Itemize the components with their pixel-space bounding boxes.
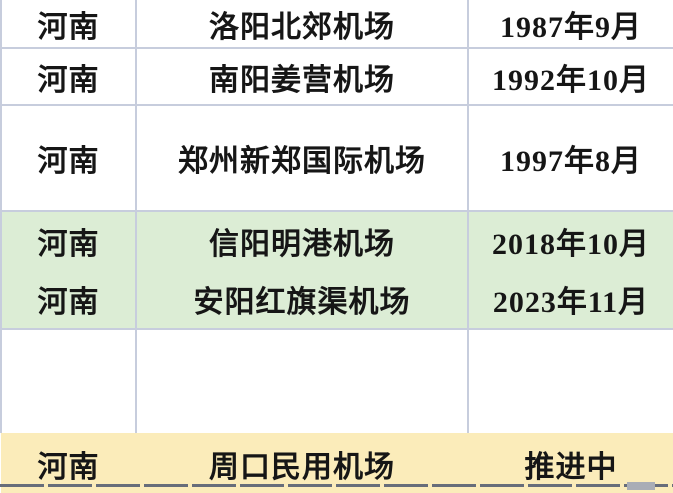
table-row: 河南 信阳明港机场 2018年10月 [0, 211, 673, 269]
airport-cell: 南阳姜营机场 [136, 48, 469, 106]
province-cell: 河南 [1, 433, 136, 493]
table-row: 河南 郑州新郑国际机场 1997年8月 [0, 105, 673, 212]
airport-cell: 郑州新郑国际机场 [136, 105, 469, 212]
bottom-gray-mark [627, 482, 655, 490]
province-cell [0, 329, 137, 433]
airport-cell: 安阳红旗渠机场 [136, 269, 469, 330]
airport-cell: 周口民用机场 [136, 433, 468, 493]
province-cell: 河南 [0, 105, 137, 212]
province-cell: 河南 [0, 48, 137, 106]
date-cell: 1997年8月 [468, 105, 673, 212]
province-cell: 河南 [0, 211, 137, 269]
table-row: 河南 洛阳北郊机场 1987年9月 [0, 0, 673, 49]
province-cell: 河南 [0, 0, 137, 49]
date-cell: 2023年11月 [468, 269, 673, 330]
table-row: 河南 安阳红旗渠机场 2023年11月 [0, 269, 673, 330]
airport-cell [136, 329, 469, 433]
date-cell: 1992年10月 [468, 48, 673, 106]
date-cell: 2018年10月 [468, 211, 673, 269]
airport-cell: 洛阳北郊机场 [136, 0, 469, 49]
province-cell: 河南 [0, 269, 137, 330]
date-cell [468, 329, 673, 433]
bottom-cut-line [0, 484, 673, 487]
date-cell: 1987年9月 [468, 0, 673, 49]
airport-cell: 信阳明港机场 [136, 211, 469, 269]
table-row: 河南 周口民用机场 推进中 [1, 433, 673, 493]
table-row: 河南 南阳姜营机场 1992年10月 [0, 48, 673, 106]
table-row [0, 329, 673, 433]
